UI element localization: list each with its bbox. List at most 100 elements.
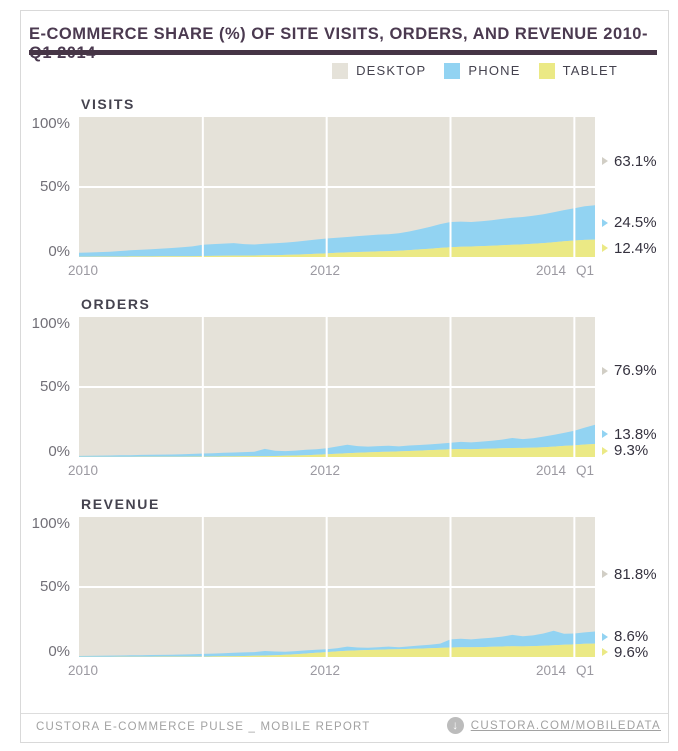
end-labels-visits: 63.1% 24.5% 12.4% (602, 117, 670, 257)
legend-swatch-phone-icon (444, 62, 461, 79)
legend: DESKTOP PHONE TABLET (332, 62, 618, 79)
y-tick-100: 100% (31, 115, 70, 132)
area-phone (79, 424, 595, 457)
x-tick-2012: 2012 (310, 663, 341, 678)
y-tick-100: 100% (31, 315, 70, 332)
legend-item-tablet: TABLET (538, 62, 618, 79)
end-label-desktop: 81.8% (602, 565, 657, 583)
y-tick-0: 0% (48, 243, 70, 260)
chart-visits: VISITS 100% 50% 0% 2010 2012 2014 Q1 63.1… (21, 96, 670, 296)
end-label-tablet: 9.3% (602, 442, 648, 460)
gridline-year (449, 317, 452, 457)
gridline-year (449, 517, 452, 657)
arrow-marker-icon (602, 632, 608, 641)
x-axis-revenue: 2010 2012 2014 Q1 (68, 663, 595, 679)
end-label-value: 12.4% (614, 239, 657, 257)
gridline-year (325, 317, 328, 457)
area-tablet (79, 444, 595, 457)
footer-report-name: CUSTORA E-COMMERCE PULSE _ MOBILE REPORT (36, 721, 371, 733)
chart-revenue: REVENUE 100% 50% 0% 2010 2012 2014 Q1 81.… (21, 496, 670, 696)
x-tick-2010: 2010 (68, 463, 99, 478)
end-label-value: 63.1% (614, 152, 657, 170)
stacked-area-svg (79, 117, 595, 257)
area-tablet (79, 643, 595, 657)
gridline-year (449, 117, 452, 257)
gridline-50pct (79, 186, 595, 188)
x-tick-q1: Q1 (575, 463, 594, 478)
stacked-area-svg (79, 317, 595, 457)
y-tick-50: 50% (39, 178, 70, 195)
arrow-marker-icon (602, 218, 608, 227)
legend-item-desktop: DESKTOP (332, 62, 427, 79)
end-label-value: 9.3% (614, 442, 649, 460)
end-label-tablet: 12.4% (602, 239, 657, 257)
plot-area-orders (79, 317, 595, 457)
end-label-tablet: 9.6% (602, 643, 648, 661)
legend-swatch-desktop-icon (332, 62, 349, 79)
legend-swatch-tablet-icon (538, 62, 555, 79)
end-label-value: 76.9% (614, 362, 657, 380)
y-tick-50: 50% (39, 378, 70, 395)
arrow-marker-icon (602, 244, 608, 253)
download-circle-icon[interactable]: ↓ (446, 717, 464, 734)
end-labels-revenue: 81.8% 8.6% 9.6% (602, 517, 670, 661)
end-label-desktop: 76.9% (602, 362, 657, 380)
gridline-50pct (79, 586, 595, 588)
gridline-year (201, 517, 204, 657)
legend-label-desktop: DESKTOP (356, 63, 427, 78)
area-phone (79, 205, 595, 257)
y-axis-orders: 100% 50% 0% (21, 315, 70, 460)
footer-link-text[interactable]: CUSTORA.COM/MOBILEDATA (470, 719, 661, 732)
end-label-phone: 13.8% (602, 425, 657, 443)
gridline-year (573, 517, 576, 657)
x-tick-2014: 2014 (535, 663, 566, 678)
footer-divider (21, 713, 668, 714)
x-tick-q1: Q1 (575, 263, 594, 278)
arrow-marker-icon (602, 446, 608, 455)
plot-area-visits (79, 117, 595, 257)
x-tick-2014-q1: 2014 Q1 (536, 263, 594, 278)
end-label-value: 81.8% (614, 565, 657, 583)
gridline-year (201, 317, 204, 457)
stacked-area-svg (79, 517, 595, 657)
gridline-year (325, 117, 328, 257)
arrow-marker-icon (602, 430, 608, 439)
x-tick-2014: 2014 (535, 263, 566, 278)
x-tick-q1: Q1 (575, 663, 594, 678)
report-title: E-COMMERCE SHARE (%) OF SITE VISITS, ORD… (29, 25, 648, 62)
y-tick-50: 50% (39, 578, 70, 595)
end-label-value: 8.6% (614, 628, 649, 646)
legend-label-phone: PHONE (468, 63, 521, 78)
area-phone (79, 630, 595, 657)
x-axis-orders: 2010 2012 2014 Q1 (68, 463, 595, 479)
plot-area-revenue (79, 517, 595, 657)
x-tick-2012: 2012 (310, 263, 341, 278)
end-label-value: 24.5% (614, 214, 657, 232)
end-label-value: 9.6% (614, 643, 649, 661)
chart-title-visits: VISITS (81, 96, 135, 112)
arrow-marker-icon (602, 366, 608, 375)
gridline-year (573, 117, 576, 257)
area-tablet (79, 239, 595, 257)
end-label-phone: 24.5% (602, 214, 657, 232)
gridline-year (201, 117, 204, 257)
x-tick-2010: 2010 (68, 663, 99, 678)
x-tick-2012: 2012 (310, 463, 341, 478)
x-tick-2014: 2014 (535, 463, 566, 478)
y-tick-100: 100% (31, 515, 70, 532)
x-tick-2014-q1: 2014 Q1 (536, 463, 594, 478)
x-tick-2010: 2010 (68, 263, 99, 278)
chart-orders: ORDERS 100% 50% 0% 2010 2012 2014 Q1 76.9… (21, 296, 670, 496)
end-label-phone: 8.6% (602, 628, 648, 646)
y-tick-0: 0% (48, 443, 70, 460)
title-rule (29, 50, 657, 55)
legend-item-phone: PHONE (444, 62, 521, 79)
footer-link[interactable]: ↓ CUSTORA.COM/MOBILEDATA (446, 717, 661, 734)
gridline-year (325, 517, 328, 657)
chart-title-orders: ORDERS (81, 296, 151, 312)
chart-title-revenue: REVENUE (81, 496, 160, 512)
y-axis-revenue: 100% 50% 0% (21, 515, 70, 660)
arrow-marker-icon (602, 648, 608, 657)
y-tick-0: 0% (48, 643, 70, 660)
end-label-value: 13.8% (614, 425, 657, 443)
